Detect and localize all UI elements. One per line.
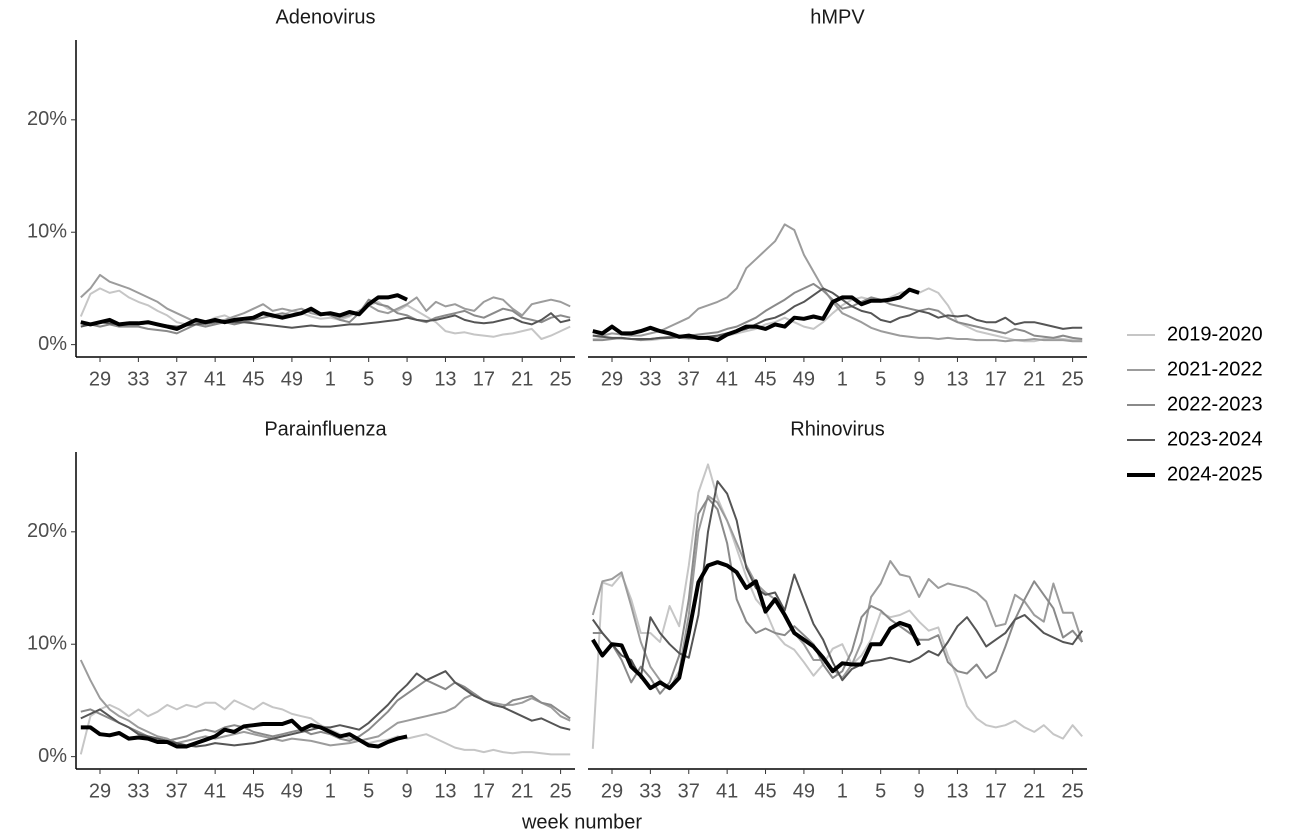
x-tick-label: 17 bbox=[473, 780, 495, 802]
y-tick-label: 0% bbox=[38, 745, 67, 767]
y-tick-label: 0% bbox=[38, 333, 67, 355]
x-tick-label: 41 bbox=[716, 780, 738, 802]
x-tick-label: 5 bbox=[875, 780, 886, 802]
y-tick-label: 10% bbox=[27, 633, 67, 655]
x-tick-label: 21 bbox=[1023, 368, 1045, 390]
x-tick-label: 1 bbox=[325, 368, 336, 390]
x-tick-label: 17 bbox=[985, 780, 1007, 802]
x-tick-label: 41 bbox=[204, 780, 226, 802]
x-tick-label: 33 bbox=[127, 368, 149, 390]
x-tick-label: 33 bbox=[639, 780, 661, 802]
legend-label: 2023-2024 bbox=[1167, 428, 1263, 450]
x-tick-label: 21 bbox=[1023, 780, 1045, 802]
series-line bbox=[591, 560, 921, 691]
x-tick-label: 37 bbox=[678, 780, 700, 802]
series-line bbox=[80, 718, 408, 749]
x-tick-label: 13 bbox=[434, 780, 456, 802]
x-tick-label: 25 bbox=[1061, 780, 1083, 802]
x-tick-label: 13 bbox=[946, 780, 968, 802]
x-tick-label: 49 bbox=[281, 780, 303, 802]
x-tick-label: 49 bbox=[793, 780, 815, 802]
series-line bbox=[591, 480, 1084, 682]
y-tick-label: 20% bbox=[27, 108, 67, 130]
x-tick-label: 37 bbox=[678, 368, 700, 390]
panel-title: Adenovirus bbox=[275, 6, 375, 28]
x-tick-label: 25 bbox=[549, 368, 571, 390]
x-tick-label: 45 bbox=[242, 368, 264, 390]
x-tick-label: 45 bbox=[754, 780, 776, 802]
x-tick-label: 29 bbox=[601, 780, 623, 802]
panel-title: Parainfluenza bbox=[264, 418, 387, 440]
x-tick-label: 41 bbox=[716, 368, 738, 390]
y-tick-label: 20% bbox=[27, 520, 67, 542]
x-tick-label: 17 bbox=[473, 368, 495, 390]
series-line bbox=[80, 293, 408, 331]
x-tick-label: 9 bbox=[914, 368, 925, 390]
series-line bbox=[80, 273, 571, 326]
x-tick-label: 1 bbox=[837, 780, 848, 802]
series-line bbox=[592, 287, 1083, 340]
series-line bbox=[592, 287, 920, 343]
panel-title: hMPV bbox=[810, 6, 865, 28]
series-line bbox=[79, 287, 571, 340]
x-axis-label: week number bbox=[521, 811, 642, 833]
panel-title: Rhinovirus bbox=[790, 418, 884, 440]
x-tick-label: 9 bbox=[914, 780, 925, 802]
x-tick-label: 25 bbox=[549, 780, 571, 802]
x-tick-label: 5 bbox=[363, 780, 374, 802]
series-line bbox=[592, 223, 1083, 343]
legend-label: 2022-2023 bbox=[1167, 393, 1263, 415]
x-tick-label: 41 bbox=[204, 368, 226, 390]
series-line bbox=[80, 298, 571, 335]
x-tick-label: 9 bbox=[402, 368, 413, 390]
x-tick-label: 45 bbox=[754, 368, 776, 390]
x-tick-label: 29 bbox=[89, 780, 111, 802]
x-tick-label: 21 bbox=[511, 780, 533, 802]
x-tick-label: 17 bbox=[985, 368, 1007, 390]
x-tick-label: 1 bbox=[325, 780, 336, 802]
legend-label: 2021-2022 bbox=[1167, 358, 1263, 380]
x-tick-label: 5 bbox=[875, 368, 886, 390]
x-tick-label: 49 bbox=[793, 368, 815, 390]
x-tick-label: 49 bbox=[281, 368, 303, 390]
x-tick-label: 33 bbox=[639, 368, 661, 390]
y-tick-label: 10% bbox=[27, 221, 67, 243]
x-tick-label: 33 bbox=[127, 780, 149, 802]
x-tick-label: 1 bbox=[837, 368, 848, 390]
x-tick-label: 25 bbox=[1061, 368, 1083, 390]
series-line bbox=[591, 463, 1083, 749]
x-tick-label: 45 bbox=[242, 780, 264, 802]
series-line bbox=[591, 494, 1084, 691]
x-tick-label: 5 bbox=[363, 368, 374, 390]
x-tick-label: 21 bbox=[511, 368, 533, 390]
x-tick-label: 29 bbox=[601, 368, 623, 390]
x-tick-label: 13 bbox=[434, 368, 456, 390]
x-tick-label: 9 bbox=[402, 780, 413, 802]
series-line bbox=[592, 497, 1083, 695]
x-tick-label: 13 bbox=[946, 368, 968, 390]
legend-label: 2019-2020 bbox=[1167, 323, 1263, 345]
x-tick-label: 29 bbox=[89, 368, 111, 390]
legend-label: 2024-2025 bbox=[1167, 463, 1263, 485]
series-line bbox=[80, 670, 571, 748]
x-tick-label: 37 bbox=[166, 368, 188, 390]
x-tick-label: 37 bbox=[166, 780, 188, 802]
